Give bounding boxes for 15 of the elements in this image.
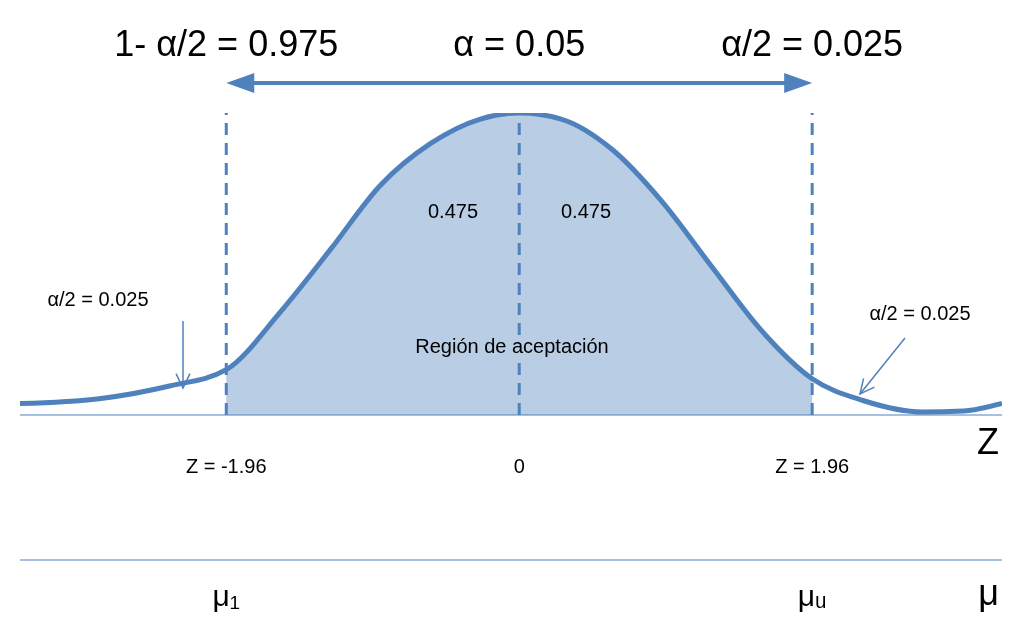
annotation: 0.475	[560, 200, 612, 222]
annotation: Región de aceptación	[415, 335, 609, 357]
x2-axis-title: μ	[978, 571, 999, 613]
annotation: 0.475	[427, 200, 479, 222]
x-tick-label: 0	[513, 455, 525, 477]
text: μ₁	[212, 579, 240, 612]
text: α/2 = 0.025	[721, 23, 904, 64]
x-axis-title: Z	[977, 420, 999, 462]
x-tick-label: Z = 1.96	[775, 455, 850, 477]
text: α = 0.05	[453, 23, 586, 64]
text: μᵤ	[797, 579, 827, 612]
annotation: α/2 = 0.025	[47, 288, 149, 310]
text: 1- α/2 = 0.975	[114, 23, 339, 64]
x-tick-label: Z = -1.96	[185, 455, 267, 477]
annotation: α/2 = 0.025	[869, 302, 971, 324]
